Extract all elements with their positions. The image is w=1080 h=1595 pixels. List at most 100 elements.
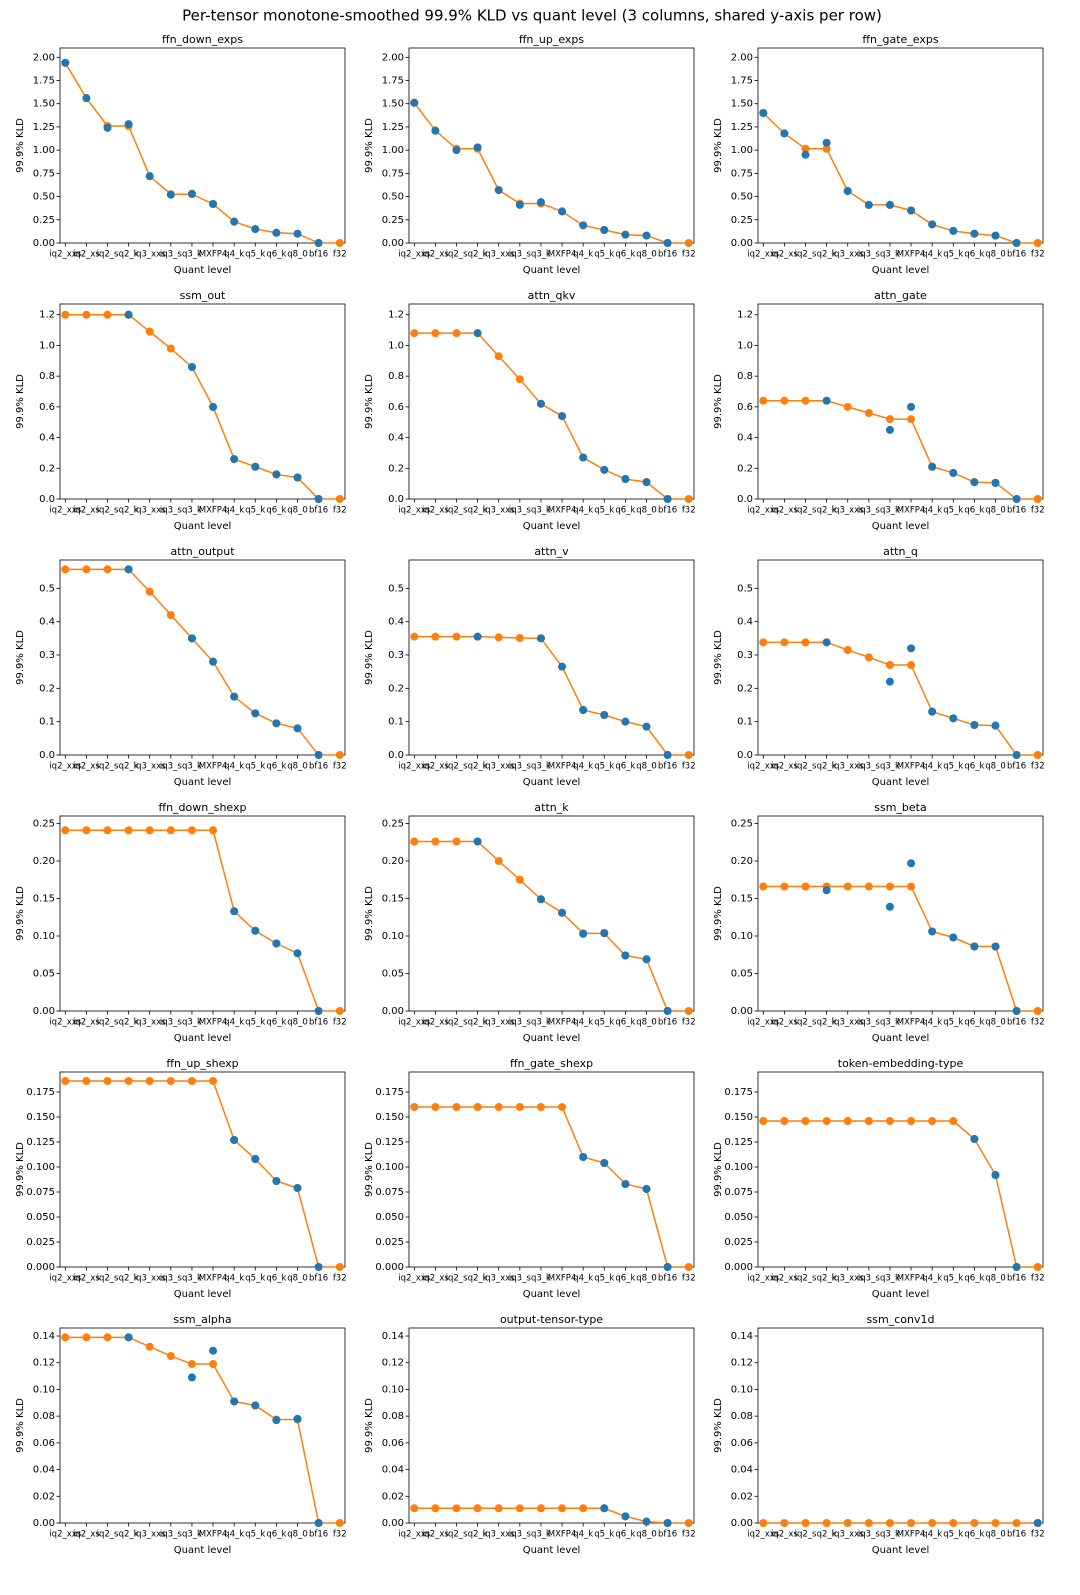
x-tick-label: MXFP4 xyxy=(548,1274,577,1284)
y-tick-label: 0.02 xyxy=(382,1491,404,1502)
data-point xyxy=(885,661,894,669)
x-tick-label: f32 xyxy=(1031,1274,1045,1284)
x-axis-label: Quant level xyxy=(523,1289,581,1300)
data-point xyxy=(410,329,419,338)
y-axis-label: 99.9% KLD xyxy=(15,886,26,941)
data-point xyxy=(600,465,609,474)
subplot-title: attn_v xyxy=(534,545,569,558)
x-tick-label: q3_k xyxy=(531,1530,551,1540)
x-tick-label: MXFP4 xyxy=(548,506,577,516)
data-point xyxy=(536,198,545,207)
y-tick-label: 0.175 xyxy=(375,1087,404,1098)
x-tick-label: bf16 xyxy=(658,506,677,516)
data-point xyxy=(621,230,630,239)
x-tick-label: iq3_xxs xyxy=(832,1530,864,1540)
subplot-title: attn_k xyxy=(534,801,569,814)
x-tick-label: iq3_xxs xyxy=(134,506,166,516)
data-point xyxy=(431,632,440,641)
y-tick-label: 0.00 xyxy=(382,238,404,249)
y-tick-label: 0.0 xyxy=(388,750,404,761)
data-point xyxy=(621,717,630,726)
y-tick-label: 0.06 xyxy=(731,1438,753,1449)
x-axis-label: Quant level xyxy=(523,777,581,788)
y-tick-label: 1.75 xyxy=(382,76,404,87)
data-point xyxy=(907,402,916,411)
y-tick-label: 0.1 xyxy=(39,717,55,728)
data-point xyxy=(209,402,218,411)
x-tick-label: q3_k xyxy=(880,1018,900,1028)
y-tick-label: 1.0 xyxy=(737,340,753,351)
data-point xyxy=(780,396,789,405)
data-point xyxy=(124,1077,133,1085)
x-tick-label: q5_k xyxy=(943,762,963,772)
x-tick-label: iq2_xs xyxy=(771,1530,798,1540)
x-tick-label: iq2_s xyxy=(446,1530,468,1540)
x-tick-label: q3_k xyxy=(880,1530,900,1540)
x-tick-label: iq2_xxs xyxy=(398,250,430,260)
y-tick-label: 0.12 xyxy=(731,1358,753,1369)
y-tick-label: 0.100 xyxy=(26,1162,55,1173)
x-tick-label: iq2_s xyxy=(446,506,468,516)
y-tick-label: 1.0 xyxy=(388,340,404,351)
data-point xyxy=(663,1007,672,1015)
x-tick-label: iq3_xxs xyxy=(483,250,515,260)
data-point xyxy=(293,473,302,482)
x-tick-label: iq3_xxs xyxy=(832,250,864,260)
data-point xyxy=(124,826,133,835)
x-axis-label: Quant level xyxy=(872,1289,930,1300)
data-point xyxy=(780,1519,789,1527)
series-line xyxy=(65,313,340,500)
y-tick-label: 0.125 xyxy=(724,1137,753,1148)
y-tick-label: 0.4 xyxy=(39,433,55,444)
y-tick-label: 0.20 xyxy=(382,856,404,867)
data-point xyxy=(536,1504,545,1513)
data-point xyxy=(410,98,419,107)
x-tick-label: q2_k xyxy=(119,1530,139,1540)
x-tick-label: q6_k xyxy=(266,1530,286,1540)
data-point xyxy=(251,1155,260,1163)
x-tick-label: iq2_xs xyxy=(771,250,798,260)
y-tick-label: 0.4 xyxy=(388,433,404,444)
data-point xyxy=(801,1519,810,1527)
data-point xyxy=(949,1519,958,1527)
y-tick-label: 0.20 xyxy=(731,856,753,867)
x-tick-label: iq2_xxs xyxy=(49,1274,81,1284)
y-tick-label: 0.00 xyxy=(731,238,753,249)
data-point xyxy=(642,1185,651,1193)
data-point xyxy=(1012,751,1021,759)
x-tick-label: bf16 xyxy=(1007,1018,1026,1028)
x-tick-label: MXFP4 xyxy=(548,1530,577,1540)
y-tick-label: 0.04 xyxy=(33,1465,55,1476)
series-line xyxy=(414,840,689,1012)
data-point xyxy=(187,826,196,835)
x-tick-label: iq2_s xyxy=(795,506,817,516)
data-point xyxy=(251,225,260,234)
x-tick-label: q3_k xyxy=(531,762,551,772)
y-tick-label: 1.25 xyxy=(731,122,753,133)
x-tick-label: MXFP4 xyxy=(199,250,228,260)
x-tick-label: q8_0 xyxy=(985,250,1005,260)
x-tick-label: q3_k xyxy=(880,250,900,260)
data-point xyxy=(1033,1263,1042,1271)
data-point xyxy=(885,200,894,209)
data-point xyxy=(293,1414,302,1423)
x-tick-label: iq3_xxs xyxy=(134,1274,166,1284)
x-tick-label: f32 xyxy=(1031,506,1045,516)
y-tick-label: 0.00 xyxy=(33,1006,55,1017)
data-point xyxy=(410,632,419,641)
x-tick-label: MXFP4 xyxy=(897,1274,926,1284)
x-tick-label: q5_k xyxy=(943,250,963,260)
y-tick-label: 0.02 xyxy=(33,1491,55,1502)
x-tick-label: iq2_xs xyxy=(73,762,100,772)
x-tick-label: q6_k xyxy=(615,250,635,260)
x-tick-label: iq3_s xyxy=(858,506,880,516)
x-tick-label: bf16 xyxy=(1007,506,1026,516)
y-tick-label: 0.2 xyxy=(737,463,753,474)
data-point xyxy=(822,396,831,405)
data-point xyxy=(272,228,281,237)
data-point xyxy=(272,939,281,948)
data-point xyxy=(684,751,693,759)
x-tick-label: f32 xyxy=(682,1530,696,1540)
data-point xyxy=(801,144,810,153)
data-point xyxy=(187,189,196,198)
